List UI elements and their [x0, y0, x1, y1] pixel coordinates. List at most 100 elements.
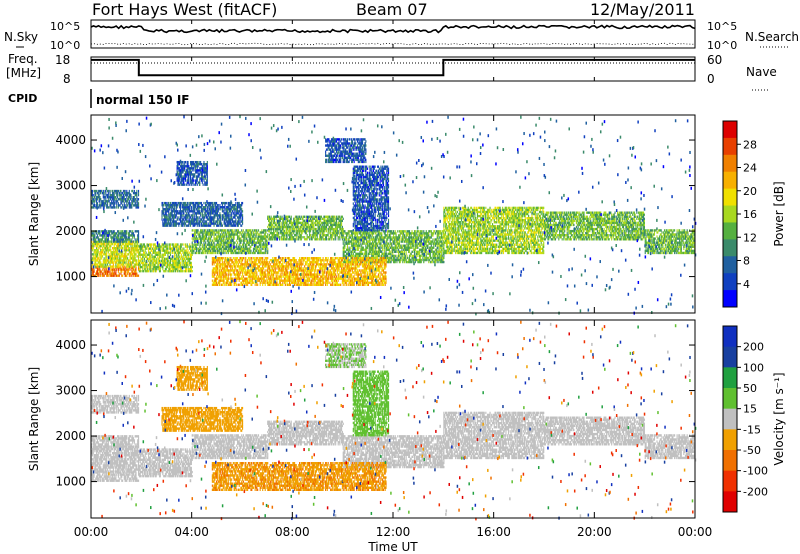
power-cell [163, 245, 166, 248]
power-cell [171, 265, 173, 269]
power-cell [209, 243, 211, 246]
power-cell [143, 259, 145, 263]
power-cell [258, 243, 260, 246]
power-cell [234, 247, 236, 251]
power-cell [321, 217, 323, 220]
power-cell [167, 261, 169, 265]
power-cell [106, 274, 109, 277]
power-cell [326, 219, 328, 223]
power-cell [106, 206, 108, 209]
power-cell [158, 243, 161, 246]
power-cell [177, 243, 179, 246]
power-cell [100, 244, 102, 248]
power-cell [202, 245, 204, 248]
power-cell [213, 263, 215, 266]
power-cell [271, 223, 273, 227]
power-cell [247, 249, 250, 253]
power-cell [270, 236, 272, 239]
power-cell [113, 244, 115, 248]
power-cell [312, 217, 314, 220]
power-cell [250, 249, 252, 253]
power-cell [187, 269, 189, 273]
power-cell [158, 269, 161, 273]
power-cell [169, 251, 171, 254]
power-cell [403, 260, 406, 264]
power-cell [197, 231, 199, 234]
power-cell [230, 241, 232, 244]
power-cell [251, 243, 253, 246]
power-cell [396, 236, 398, 239]
power-cell [117, 270, 119, 273]
power-cell [238, 245, 240, 248]
power-cell [209, 245, 211, 248]
power-cell [440, 234, 442, 237]
power-cell [117, 255, 119, 258]
power-cell [258, 235, 260, 238]
power-cell [229, 229, 231, 232]
power-cell [336, 225, 338, 229]
power-cell [118, 244, 120, 248]
power-cell [303, 229, 305, 233]
power-cell [231, 229, 234, 232]
power-cell [244, 235, 246, 238]
power-cell [278, 236, 281, 239]
power-cell [273, 217, 276, 220]
power-cell [358, 244, 360, 247]
power-cell [262, 231, 264, 234]
power-cell [240, 231, 242, 234]
power-cell [167, 247, 169, 250]
power-cell [265, 243, 267, 246]
power-cell [116, 204, 118, 207]
power-cell [103, 251, 105, 254]
power-cell [417, 254, 419, 258]
power-cell [283, 238, 285, 241]
power-cell [102, 230, 104, 233]
power-cell [421, 230, 423, 233]
power-cell [190, 251, 192, 254]
power-cell [369, 252, 371, 256]
power-cell [91, 196, 93, 199]
power-cell [96, 249, 98, 252]
power-cell [96, 244, 98, 248]
power-cell [137, 263, 140, 266]
power-cell [189, 267, 192, 271]
power-cell [376, 250, 378, 253]
power-cell [135, 198, 137, 201]
power-cell [350, 254, 352, 258]
power-cell [398, 230, 401, 233]
power-cell [374, 236, 376, 239]
power-cell [357, 238, 359, 241]
power-cell [101, 249, 104, 252]
power-cell [105, 198, 107, 201]
power-cell [325, 219, 327, 223]
power-cell [156, 245, 158, 248]
power-cell [221, 247, 223, 251]
power-cell [106, 200, 108, 203]
power-cell [114, 198, 116, 201]
power-cell [341, 236, 343, 239]
power-cell [257, 245, 260, 248]
power-cell [405, 252, 407, 256]
power-cell [422, 234, 424, 237]
power-cell [388, 258, 390, 262]
power-cell [312, 229, 314, 233]
power-cell [357, 260, 359, 264]
power-cell [285, 227, 287, 231]
power-cell [377, 254, 379, 258]
power-cell [176, 255, 178, 258]
power-cell [92, 255, 94, 258]
power-cell [317, 227, 319, 231]
power-cell [418, 252, 420, 256]
power-cell [414, 258, 416, 262]
power-cell [111, 274, 113, 277]
power-cell [353, 232, 355, 235]
power-cell [317, 215, 319, 218]
power-cell [102, 202, 104, 205]
power-cell [224, 261, 226, 264]
power-cell [171, 263, 173, 267]
power-cell [331, 223, 333, 227]
power-cell [226, 243, 229, 246]
power-cell [210, 247, 213, 251]
power-cell [377, 260, 379, 264]
power-cell [113, 191, 115, 195]
